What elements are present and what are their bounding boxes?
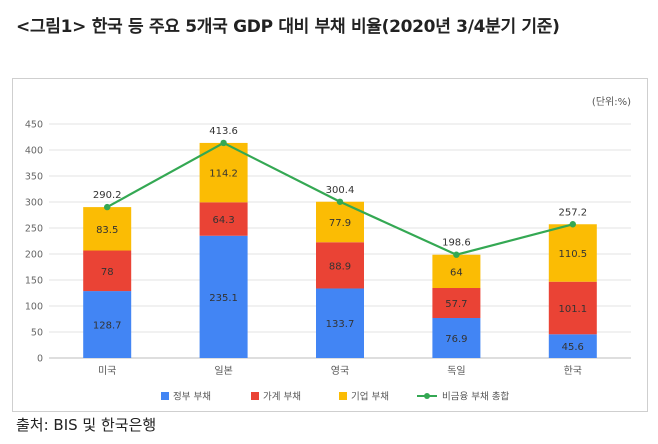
bar-data-label: 133.7 [326, 319, 355, 330]
total-labels: 290.2 413.6 300.4 198.6 257.2 [93, 126, 587, 249]
bar-data-label: 64 [450, 267, 463, 278]
bar-segment [548, 334, 597, 358]
page-title: <그림1> 한국 등 주요 5개국 GDP 대비 부채 비율(2020년 3/4… [16, 17, 560, 37]
total-line-point [104, 203, 111, 211]
legend-swatch [161, 392, 169, 400]
stacked-bar-chart: (단위:%) 0 50 100 150 200 250 300 350 400 450 128.7… [25, 95, 631, 403]
bar-data-label: 57.7 [445, 299, 467, 310]
bar-data-label: 83.5 [96, 225, 118, 236]
total-data-label: 290.2 [93, 190, 122, 201]
legend-label: 가계 부채 [263, 391, 301, 403]
bar-data-label: 101.1 [558, 304, 587, 315]
total-line-point [336, 198, 344, 205]
bar-segment [316, 242, 364, 289]
legend-label: 정부 부채 [173, 392, 211, 403]
bar-segment [199, 235, 248, 358]
total-line-point [453, 251, 460, 258]
total-line-point [220, 139, 227, 147]
bar-data-label: 114.2 [209, 169, 238, 180]
y-tick-label: 350 [25, 172, 43, 183]
bars [83, 142, 597, 358]
y-tick-label: 250 [25, 224, 43, 235]
bar-labels: 128.7 78 83.5 235.1 64.3 114.2 133.7 88.9 77.9 76… [93, 169, 587, 354]
legend: 정부 부채 가계 부채 기업 부채 비금융 부채 총합 [161, 391, 509, 403]
x-category-label: 영국 [331, 365, 349, 377]
bar-segment [83, 250, 132, 292]
y-tick-label: 0 [37, 354, 43, 365]
x-axis-categories: 미국 일본 영국 독일 한국 [98, 365, 582, 377]
total-line-point [569, 221, 576, 228]
bar-segment [83, 207, 132, 251]
legend-swatch [339, 392, 347, 400]
bar-segment [548, 281, 597, 335]
bar-segment [432, 254, 481, 289]
unit-label: (단위:%) [592, 95, 631, 108]
y-tick-label: 100 [25, 302, 43, 313]
bar-segment [432, 288, 481, 319]
legend-swatch [251, 392, 259, 400]
chart-container: (단위:%) 0 50 100 150 200 250 300 350 400 450 128.7… [12, 78, 648, 412]
bar-segment [83, 291, 132, 358]
y-tick-label: 150 [25, 276, 43, 287]
bar-segment [199, 202, 248, 236]
total-data-label: 300.4 [326, 185, 355, 196]
y-tick-label: 200 [25, 250, 43, 261]
total-data-label: 413.6 [209, 126, 238, 137]
source-note: 출처: BIS 및 한국은행 [16, 416, 157, 434]
total-data-label: 198.6 [442, 238, 471, 249]
legend-label: 비금융 부채 총합 [442, 392, 509, 403]
total-data-label: 257.2 [558, 207, 587, 218]
bar-segment [432, 318, 481, 358]
bar-data-label: 45.6 [562, 342, 584, 353]
legend-line-marker [424, 393, 430, 399]
legend-label: 기업 부채 [351, 391, 389, 403]
bar-data-label: 78 [101, 267, 114, 278]
bar-segment [316, 288, 364, 358]
bar-data-label: 77.9 [329, 218, 351, 229]
y-tick-label: 50 [31, 328, 43, 339]
total-line [104, 139, 576, 258]
x-category-label: 한국 [564, 365, 582, 377]
x-category-label: 독일 [447, 365, 465, 377]
x-category-label: 일본 [214, 365, 232, 377]
y-tick-label: 300 [25, 198, 43, 209]
bar-segment [548, 224, 597, 282]
y-tick-label: 400 [25, 146, 43, 157]
bar-data-label: 88.9 [329, 261, 351, 272]
y-tick-label: 450 [25, 120, 43, 131]
bar-data-label: 235.1 [209, 293, 238, 304]
bar-data-label: 76.9 [445, 334, 467, 345]
x-category-label: 미국 [98, 365, 116, 377]
y-axis-ticks: 0 50 100 150 200 250 300 350 400 450 [25, 120, 43, 365]
bar-data-label: 64.3 [212, 215, 234, 226]
bar-data-label: 110.5 [558, 249, 587, 260]
bar-data-label: 128.7 [93, 321, 122, 332]
